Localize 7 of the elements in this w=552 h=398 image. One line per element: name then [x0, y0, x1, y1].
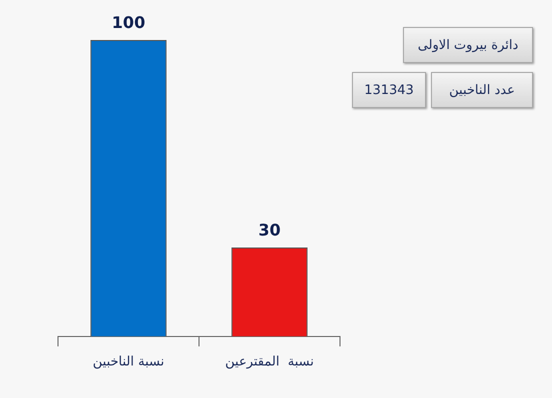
data-label: 30 [258, 220, 281, 240]
data-label: 100 [112, 13, 146, 32]
x-tick-label: نسبة الناخبين [92, 354, 164, 370]
text: 131343 [352, 72, 426, 108]
x-tick-label: نسبة المقترعين [225, 354, 314, 370]
text: عدد الناخبين [431, 72, 533, 108]
text: دائرة بيروت الاولى [403, 27, 533, 63]
